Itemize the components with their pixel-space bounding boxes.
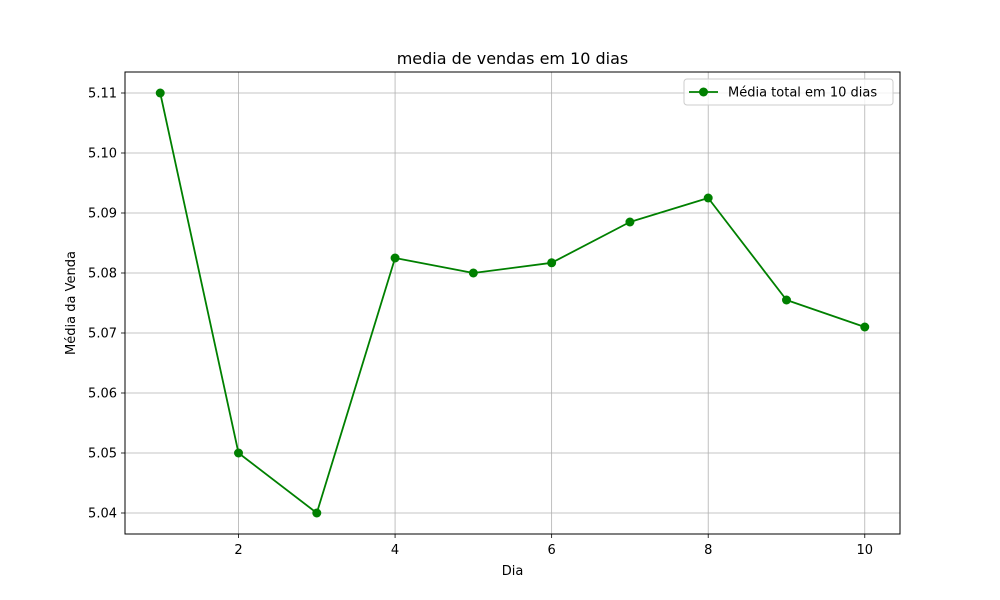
x-axis-label: Dia: [502, 564, 524, 579]
data-point: [234, 448, 244, 458]
x-tick-label: 8: [704, 543, 712, 558]
x-axis: 2 4 6 8 10: [234, 534, 873, 558]
legend: Média total em 10 dias: [683, 78, 894, 106]
legend-marker-swatch: [699, 87, 708, 97]
legend-label: Média total em 10 dias: [728, 86, 877, 101]
y-tick-label: 5.05: [88, 447, 117, 462]
series-line: [159, 92, 866, 514]
data-point: [155, 88, 165, 98]
series-layer: [155, 88, 870, 518]
y-tick-label: 5.10: [88, 147, 117, 162]
data-point: [390, 253, 400, 263]
y-tick-label: 5.06: [88, 387, 117, 402]
data-point: [781, 295, 791, 305]
x-tick-label: 10: [856, 543, 873, 558]
data-point: [312, 508, 322, 518]
y-tick-label: 5.07: [88, 327, 117, 342]
y-axis-label: Média da Venda: [64, 251, 79, 355]
y-axis: 5.04 5.05 5.06 5.07 5.08 5.09 5.10 5.11: [88, 87, 125, 522]
data-point: [703, 193, 713, 203]
data-point: [860, 322, 870, 332]
data-point: [468, 268, 478, 278]
y-tick-label: 5.04: [88, 507, 117, 522]
x-tick-label: 4: [391, 543, 399, 558]
x-tick-label: 2: [234, 543, 242, 558]
y-tick-label: 5.08: [88, 267, 117, 282]
data-point: [625, 217, 635, 227]
x-tick-label: 6: [548, 543, 556, 558]
y-tick-label: 5.11: [88, 87, 117, 102]
y-tick-label: 5.09: [88, 207, 117, 222]
legend-box: [683, 78, 894, 106]
plot-frame: [124, 71, 901, 535]
data-point: [547, 258, 557, 268]
chart-title: media de vendas em 10 dias: [397, 49, 629, 68]
